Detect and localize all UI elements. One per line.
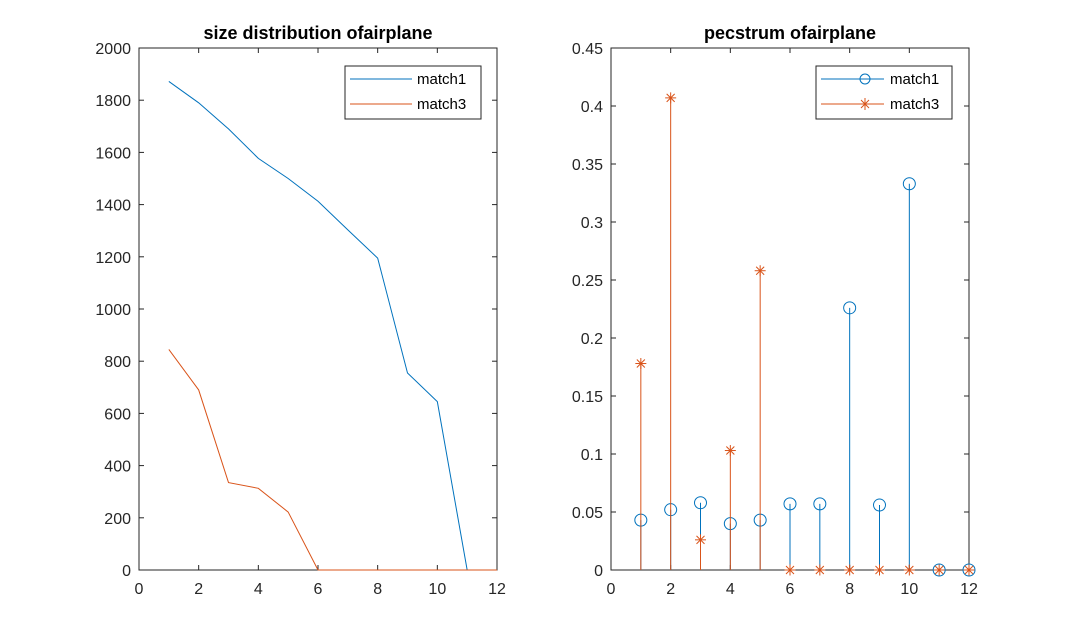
y-tick-label: 600 (104, 406, 131, 423)
stem-marker-match1 (873, 498, 886, 512)
stem-marker-match1 (813, 497, 827, 511)
x-tick-label: 4 (254, 581, 263, 598)
y-tick-label: 0.05 (572, 505, 603, 522)
stem-marker-match3 (665, 92, 677, 104)
y-tick-label: 1800 (95, 93, 131, 110)
y-tick-label: 1000 (95, 302, 131, 319)
y-tick-label: 0 (122, 563, 131, 580)
y-tick-label: 0.15 (572, 389, 603, 406)
y-tick-label: 0.35 (572, 157, 603, 174)
data-marks (634, 92, 976, 577)
y-tick-label: 0 (594, 563, 603, 580)
legend-label-match3: match3 (890, 96, 939, 113)
legend: match1 match3 (344, 65, 482, 120)
data-marks (168, 81, 497, 571)
y-tick-label: 0.3 (581, 215, 603, 232)
stem-marker-match1 (902, 177, 916, 191)
stem-marker-match3 (635, 358, 647, 370)
series-line-match3 (168, 349, 497, 571)
y-tick-label: 0.4 (581, 99, 603, 116)
x-tick-label: 4 (726, 581, 735, 598)
stem-marker-match3 (784, 564, 796, 576)
plot-title: size distribution ofairplane (203, 23, 432, 43)
x-tick-label: 10 (428, 581, 446, 598)
plot-title: pecstrum ofairplane (704, 23, 876, 43)
legend-marker-circle (859, 73, 871, 85)
axes: 0 2 4 6 8 10 12 0 200 400 600 800 1000 1200 1400 1600 18… (95, 41, 506, 598)
y-tick-label: 0.1 (581, 447, 603, 464)
y-tick-label: 0.45 (572, 41, 603, 58)
stem-marker-match3 (754, 265, 766, 277)
stem-marker-match3 (814, 564, 826, 576)
y-tick-label: 800 (104, 354, 131, 371)
stem-marker-match1 (932, 563, 946, 577)
y-tick-label: 1200 (95, 250, 131, 267)
stem-marker-match1 (962, 563, 976, 577)
x-tick-label: 8 (845, 581, 854, 598)
y-tick-label: 1400 (95, 198, 131, 215)
y-tick-label: 200 (104, 511, 131, 528)
stem-marker-match1 (843, 301, 857, 315)
stem-marker-match3 (844, 564, 856, 576)
legend-box (344, 65, 482, 120)
y-tick-label: 400 (104, 459, 131, 476)
x-tick-label: 6 (786, 581, 795, 598)
stem-marker-match1 (694, 496, 707, 510)
legend: match1 match3 (815, 65, 953, 120)
stem-marker-match3 (903, 564, 915, 576)
x-tick-label: 0 (135, 581, 144, 598)
series-line-match1 (168, 81, 497, 571)
legend-box (815, 65, 953, 120)
stem-marker-match3 (724, 445, 736, 457)
legend-label-match1: match1 (890, 71, 939, 88)
legend-label-match1: match1 (417, 71, 466, 88)
stem-marker-match3 (874, 564, 885, 576)
x-tick-label: 12 (960, 581, 978, 598)
x-tick-label: 12 (488, 581, 506, 598)
size-distribution-plot: size distribution ofairplane 0 2 4 6 8 10 12 0 2… (95, 23, 506, 598)
y-tick-label: 0.25 (572, 273, 603, 290)
x-tick-label: 6 (314, 581, 323, 598)
y-tick-label: 1600 (95, 145, 131, 162)
y-tick-label: 0.2 (581, 331, 603, 348)
y-tick-label: 2000 (95, 41, 131, 58)
x-tick-label: 2 (194, 581, 203, 598)
legend-marker-asterisk (859, 98, 871, 110)
stem-marker-match3 (695, 534, 706, 546)
x-tick-label: 10 (900, 581, 918, 598)
x-tick-label: 0 (607, 581, 616, 598)
stem-marker-match3 (963, 564, 975, 576)
pecstrum-plot: pecstrum ofairplane 0 2 4 6 8 10 12 0 0.05 0.1 0.1… (572, 23, 978, 598)
x-tick-label: 2 (666, 581, 675, 598)
stem-marker-match3 (933, 564, 945, 576)
axes: 0 2 4 6 8 10 12 0 0.05 0.1 0.15 0.2 0.25 0.3 0.35 0.4 0.… (572, 41, 978, 598)
x-tick-label: 8 (373, 581, 382, 598)
legend-label-match3: match3 (417, 96, 466, 113)
stem-marker-match1 (783, 497, 797, 511)
